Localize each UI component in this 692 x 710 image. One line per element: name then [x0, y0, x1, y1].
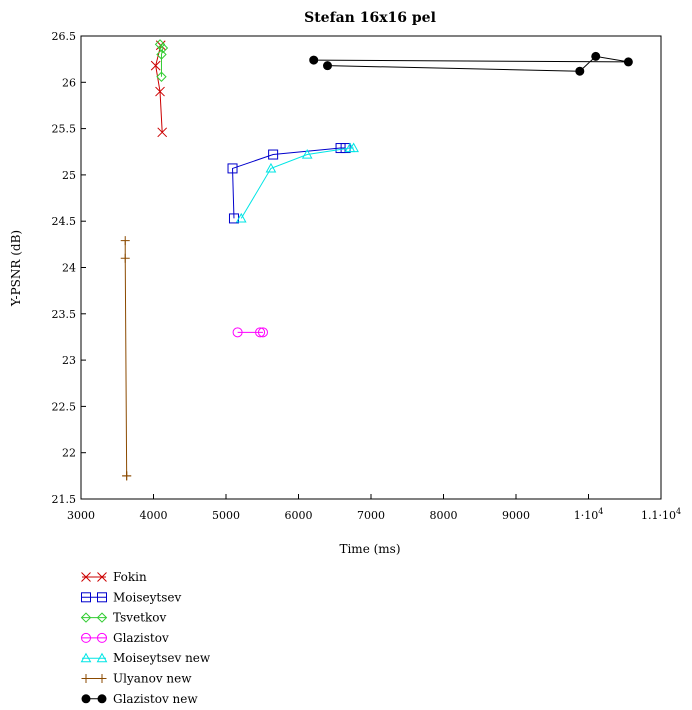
legend-item: Moiseytsev — [81, 590, 181, 604]
data-point — [80, 612, 92, 623]
y-tick-label: 22.5 — [52, 400, 77, 413]
data-point — [122, 471, 132, 481]
data-point — [81, 592, 91, 603]
data-point — [265, 162, 277, 173]
legend-item: Glazistov new — [81, 692, 198, 706]
data-point — [120, 236, 130, 246]
x-tick-label: 7000 — [357, 509, 385, 522]
data-point — [301, 148, 313, 159]
legend: Fokin Moiseytsev Tsvetkov Glazistov Moiseyts… — [80, 570, 211, 706]
data-point — [157, 42, 169, 54]
data-point — [97, 632, 107, 643]
x-tick-label: 6000 — [285, 509, 313, 522]
data-point — [154, 39, 166, 50]
x-tick-label: 9000 — [502, 509, 530, 522]
legend-item: Glazistov — [81, 631, 169, 645]
legend-item: Fokin — [81, 570, 147, 584]
y-tick-label: 24.5 — [52, 215, 77, 228]
x-tick-exponent: 4 — [598, 507, 603, 516]
data-point — [97, 694, 107, 704]
data-point — [156, 71, 167, 82]
data-point — [235, 212, 247, 223]
legend-item: Tsvetkov — [80, 611, 166, 625]
legend-item: Moiseytsev new — [80, 651, 211, 665]
data-point — [227, 163, 238, 174]
data-point — [120, 253, 130, 263]
x-axis-label: Time (ms) — [339, 542, 400, 556]
data-point — [150, 60, 161, 71]
x-tick-label: 8000 — [430, 509, 458, 522]
data-point — [348, 142, 359, 153]
data-point — [155, 86, 165, 97]
data-point — [255, 327, 266, 338]
y-tick-label: 25.5 — [52, 123, 77, 136]
data-point — [335, 143, 346, 154]
legend-label: Glazistov — [113, 631, 169, 645]
x-tick-exponent: 4 — [676, 507, 681, 516]
x-tick-label: 1.1·104 — [641, 507, 681, 522]
x-tick-label: 5000 — [212, 509, 240, 522]
legend-item: Ulyanov new — [81, 672, 192, 686]
plot-area — [80, 35, 662, 500]
y-tick-label: 23 — [62, 354, 76, 367]
data-point — [575, 66, 585, 76]
data-point — [323, 61, 332, 71]
series-fokin — [150, 40, 168, 138]
legend-label: Moiseytsev — [113, 590, 181, 604]
series-line — [232, 147, 346, 219]
series-moiseytsev — [227, 143, 351, 224]
legend-label: Glazistov new — [113, 692, 198, 706]
legend-label: Moiseytsev new — [113, 651, 211, 665]
y-tick-label: 26.5 — [52, 30, 77, 43]
data-point — [97, 674, 107, 683]
x-tick-label: 4000 — [140, 509, 168, 522]
legend-label: Fokin — [113, 570, 147, 584]
data-point — [81, 572, 91, 582]
chart-title: Stefan 16x16 pel — [304, 10, 436, 26]
x-tick-label: 1·104 — [574, 507, 604, 522]
legend-label: Ulyanov new — [113, 672, 192, 686]
legend-label: Tsvetkov — [113, 611, 166, 625]
data-point — [623, 57, 633, 67]
y-tick-label: 23.5 — [52, 308, 77, 321]
y-axis-ticks: 21.5 22 22.5 23 23.5 24 24.5 25 25.5 26 26.5 — [52, 30, 86, 506]
y-tick-label: 25 — [62, 169, 76, 182]
series-glazistov — [232, 327, 268, 338]
x-axis-ticks: 3000 4000 5000 6000 7000 8000 9000 1·104 1.1·104 — [67, 494, 681, 522]
data-point — [81, 694, 91, 704]
data-point — [268, 149, 279, 160]
data-point — [96, 652, 108, 663]
y-tick-label: 22 — [62, 447, 76, 460]
data-point — [157, 127, 168, 138]
y-tick-label: 26 — [62, 76, 76, 89]
data-point — [80, 652, 92, 663]
data-point — [591, 51, 601, 61]
data-point — [156, 49, 167, 60]
series-tsvetkov — [154, 39, 169, 82]
series-glazistov-new — [309, 51, 633, 76]
series-line — [124, 240, 128, 476]
data-point — [96, 612, 108, 623]
data-point — [81, 632, 91, 643]
series-layer — [120, 39, 633, 481]
data-point — [97, 572, 107, 582]
data-point — [81, 674, 91, 683]
data-point — [232, 327, 243, 338]
data-point — [257, 327, 268, 338]
data-point — [97, 592, 107, 603]
series-line — [240, 147, 354, 219]
y-tick-label: 21.5 — [52, 493, 77, 506]
series-ulyanov-new — [120, 236, 132, 481]
x-tick-label: 3000 — [67, 509, 95, 522]
series-moiseytsev-new — [235, 142, 359, 223]
y-tick-label: 24 — [62, 262, 76, 275]
y-axis-label: Y-PSNR (dB) — [9, 230, 23, 307]
data-point — [309, 55, 319, 65]
